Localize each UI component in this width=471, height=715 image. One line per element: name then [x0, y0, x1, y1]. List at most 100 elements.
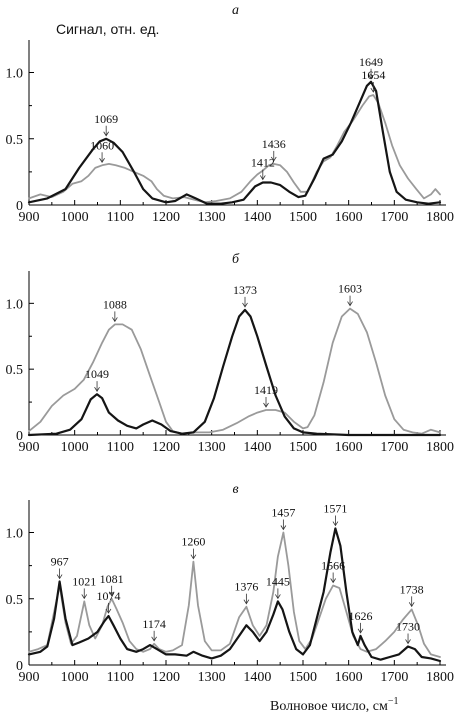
- annotation-label: 1074: [96, 589, 120, 603]
- y-tick-label: 0: [16, 429, 23, 444]
- y-tick-label: 1.0: [6, 297, 24, 312]
- y-tick-label: 0.5: [6, 363, 24, 378]
- x-axis-label: Волновое число, см−1: [270, 696, 398, 714]
- series-line-gray: [28, 531, 441, 658]
- peak-annotation: 1081: [100, 572, 124, 597]
- annotation-label: 1419: [254, 383, 278, 397]
- panel-3: в 900 1000 1100 1200 1300 1400 1500 1600 1700 1800…: [6, 482, 455, 685]
- annotation-arrow-head: [275, 594, 281, 600]
- x-tick-label: 1800: [426, 440, 454, 455]
- y-tick-label: 1.0: [6, 527, 24, 542]
- peak-annotation: 1373: [233, 283, 257, 308]
- peak-annotation: 1060: [90, 138, 114, 164]
- peak-annotation: 1566: [321, 559, 345, 584]
- y-tick-label: 0.5: [6, 133, 24, 148]
- y-tick-label: 1.0: [6, 67, 24, 82]
- x-tick-label: 900: [19, 440, 40, 455]
- peak-annotation: 1436: [262, 137, 286, 162]
- annotation-label: 1412: [251, 155, 275, 169]
- peak-annotation: 1088: [103, 297, 127, 323]
- x-tick-label: 1800: [426, 210, 454, 225]
- x-tick-label: 1600: [335, 670, 363, 685]
- peak-annotation: 1412: [251, 155, 275, 181]
- annotation-label: 1373: [233, 283, 257, 297]
- annotation-label: 1738: [400, 582, 424, 596]
- annotation-label: 1049: [85, 367, 109, 381]
- y-tick-label: 0: [16, 199, 23, 214]
- x-tick-label: 1000: [61, 210, 89, 225]
- annotation-label: 1566: [321, 559, 345, 573]
- chart-panels: а 900 1000 1100 1200 1300 1400 1500 1600 1700 1800…: [6, 3, 455, 685]
- x-tick-label: 900: [19, 210, 40, 225]
- peak-annotation: 1174: [142, 617, 166, 642]
- annotation-label: 1260: [181, 535, 205, 549]
- x-tick-label: 1500: [289, 440, 317, 455]
- x-tick-label: 1200: [152, 210, 180, 225]
- y-tick-label: 0.5: [6, 593, 24, 608]
- x-tick-label: 1500: [289, 670, 317, 685]
- panel-1: а 900 1000 1100 1200 1300 1400 1500 1600 1700 1800…: [6, 3, 455, 225]
- annotation-arrow-head: [405, 639, 411, 645]
- x-tick-label: 1300: [198, 670, 226, 685]
- peak-annotation: 1021: [72, 574, 96, 600]
- panel-label: б: [232, 252, 240, 267]
- annotation-label: 1069: [94, 112, 118, 126]
- annotation-arrow-head: [370, 87, 377, 93]
- series-line-gray: [28, 307, 441, 435]
- annotation-arrow-head: [151, 636, 157, 642]
- annotation-arrow-head: [108, 591, 115, 597]
- series-line-black: [27, 308, 442, 437]
- series-line-black: [27, 527, 442, 663]
- peak-annotation: 1654: [361, 68, 385, 93]
- annotation-label: 1457: [271, 506, 295, 520]
- x-tick-label: 1600: [335, 440, 363, 455]
- x-tick-label: 1800: [426, 670, 454, 685]
- x-tick-label: 1500: [289, 210, 317, 225]
- annotation-label: 1088: [103, 297, 127, 311]
- annotation-arrow-head: [357, 628, 364, 634]
- panel-label: в: [232, 482, 238, 497]
- peak-annotation: 1069: [94, 112, 118, 137]
- annotation-arrow-head: [330, 578, 336, 584]
- x-tick-label: 1100: [107, 440, 134, 455]
- x-axis-label-unit-exponent: −1: [388, 696, 399, 707]
- x-tick-label: 1400: [243, 440, 271, 455]
- x-axis-label-text: Волновое число, см: [270, 699, 388, 714]
- x-tick-label: 1600: [335, 210, 363, 225]
- annotation-label: 1626: [349, 609, 373, 623]
- annotation-arrow-head: [56, 574, 63, 580]
- annotation-label: 1376: [234, 580, 258, 594]
- annotation-label: 1081: [100, 572, 124, 586]
- x-tick-label: 1400: [243, 670, 271, 685]
- peak-annotation: 1457: [271, 506, 295, 531]
- y-axis-label: Сигнал, отн. ед.: [56, 21, 159, 37]
- x-tick-label: 1700: [380, 440, 408, 455]
- annotation-label: 1436: [262, 137, 286, 151]
- annotation-arrow-head: [105, 608, 112, 614]
- x-tick-label: 1000: [61, 670, 89, 685]
- peak-annotation: 1074: [96, 589, 120, 614]
- peak-annotation: 967: [51, 555, 69, 580]
- peak-annotation: 1376: [234, 580, 258, 605]
- x-tick-label: 1700: [380, 210, 408, 225]
- peak-annotation: 1730: [396, 619, 420, 645]
- annotation-arrow-head: [347, 301, 353, 307]
- peak-annotation: 1626: [349, 609, 373, 634]
- annotation-arrow-head: [280, 525, 287, 531]
- x-tick-label: 1300: [198, 440, 226, 455]
- annotation-label: 1571: [323, 502, 347, 516]
- x-tick-label: 1200: [152, 670, 180, 685]
- annotation-arrow-head: [408, 602, 415, 608]
- y-tick-label: 0: [16, 659, 23, 674]
- annotation-arrow-head: [112, 317, 118, 323]
- x-tick-label: 1000: [61, 440, 89, 455]
- annotation-arrow-head: [332, 521, 339, 527]
- annotation-label: 1654: [361, 68, 385, 82]
- annotation-label: 1603: [338, 282, 362, 296]
- x-tick-label: 1700: [380, 670, 408, 685]
- annotation-arrow-head: [81, 594, 88, 600]
- annotation-arrow-head: [242, 302, 248, 308]
- annotation-arrow-head: [243, 599, 250, 605]
- annotation-arrow-head: [270, 156, 277, 162]
